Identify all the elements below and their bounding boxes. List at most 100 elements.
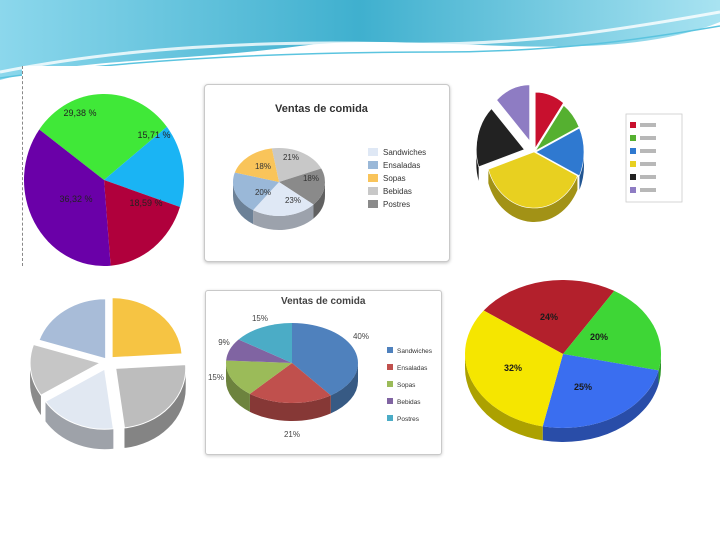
chart5-label: 40% xyxy=(353,332,369,341)
chart3-slices xyxy=(476,84,585,223)
chart1-pie: 29,38 % 15,71 % 18,59 % 36,32 % xyxy=(24,94,184,266)
chart5-legend-label: Sandwiches xyxy=(397,348,433,355)
chart5-slice xyxy=(238,323,292,363)
chart2-title: Ventas de comida xyxy=(275,103,369,115)
chart6-slices xyxy=(464,280,661,442)
chart3-legend-text xyxy=(640,123,656,127)
chart2-legend: Sandwiches Ensaladas Sopas Bebidas Postres xyxy=(368,148,426,209)
chart3-legend-swatch xyxy=(630,148,636,154)
chart2-slice-side xyxy=(313,182,325,219)
chart2-label: 18% xyxy=(303,174,319,183)
chart3-legend-swatch xyxy=(630,161,636,167)
chart5-legend-label: Ensaladas xyxy=(397,365,428,372)
chart5-title: Ventas de comida xyxy=(281,296,366,307)
chart5-slice xyxy=(225,360,292,394)
chart3-slice-side xyxy=(579,152,584,190)
chart2-panel: Ventas de comida 21% 18% 23% 20% 18% Sandwich… xyxy=(204,84,450,262)
chart4-slice-side xyxy=(30,363,41,416)
chart5-legend-swatch xyxy=(387,381,393,387)
chart5-slice-side xyxy=(330,363,358,414)
chart5-legend-label: Postres xyxy=(397,416,420,423)
chart4-panel xyxy=(24,280,200,460)
chart4-slice xyxy=(29,343,102,396)
chart6-label: 20% xyxy=(590,332,608,342)
chart6-slice xyxy=(563,290,661,371)
chart4-slices xyxy=(29,297,187,450)
chart3-panel xyxy=(462,56,692,246)
chart3-legend-text xyxy=(640,188,656,192)
chart6-slice xyxy=(464,310,563,427)
chart3-legend-swatch xyxy=(630,174,636,180)
chart5-label: 15% xyxy=(208,373,224,382)
chart5-label: 15% xyxy=(252,314,268,323)
chart2-slice-side xyxy=(253,204,314,230)
chart2-slice xyxy=(233,172,279,211)
chart4-slice xyxy=(115,364,187,429)
chart1-label: 18,59 % xyxy=(129,198,162,208)
chart1-label: 29,38 % xyxy=(63,108,96,118)
chart3-slice-side xyxy=(476,149,479,181)
chart6-panel: 24% 20% 25% 32% xyxy=(455,280,677,460)
chart5-legend-label: Bebidas xyxy=(397,399,421,406)
chart3-slice xyxy=(534,104,580,152)
chart4-slice xyxy=(111,297,183,359)
chart5-slice xyxy=(292,323,358,396)
chart2-legend-swatch xyxy=(368,161,378,169)
chart6-pie: 24% 20% 25% 32% xyxy=(464,280,661,442)
chart3-legend-text xyxy=(640,149,656,153)
header-wave-decoration xyxy=(0,0,720,80)
chart4-slice-side xyxy=(124,368,186,448)
chart3-legend-text xyxy=(640,175,656,179)
chart3-legend-swatch xyxy=(630,187,636,193)
chart4-slice xyxy=(44,368,114,430)
chart6-slice xyxy=(483,280,615,354)
chart6-slice xyxy=(542,354,659,429)
chart6-label: 25% xyxy=(574,382,592,392)
chart6-slice-side xyxy=(542,370,659,442)
chart2-label: 20% xyxy=(255,188,271,197)
chart2-legend-swatch xyxy=(368,187,378,195)
chart5-label: 9% xyxy=(218,338,230,347)
chart1-slice xyxy=(104,180,180,266)
chart3-legend-swatch xyxy=(630,135,636,141)
chart2-legend-label: Bebidas xyxy=(383,187,412,196)
chart2-legend-swatch xyxy=(368,174,378,182)
chart5-slices xyxy=(225,323,358,421)
chart2-legend-label: Ensaladas xyxy=(383,161,420,170)
chart5-slice-side xyxy=(249,393,331,421)
chart2-label: 23% xyxy=(285,196,301,205)
chart1-slice xyxy=(39,94,167,180)
chart2-slice xyxy=(271,148,322,182)
chart2-slice xyxy=(279,168,326,205)
chart1-label: 15,71 % xyxy=(137,130,170,140)
chart5-slice xyxy=(226,339,292,363)
chart5-legend-swatch xyxy=(387,364,393,370)
chart2-slices xyxy=(233,148,326,230)
chart5-slice xyxy=(249,363,331,403)
chart1-panel: 29,38 % 15,71 % 18,59 % 36,32 % xyxy=(22,66,186,266)
chart3-legend-swatch xyxy=(630,122,636,128)
chart3-legend-text xyxy=(640,162,656,166)
chart2-slice-side xyxy=(233,182,254,225)
chart3-slice xyxy=(496,84,530,142)
chart5-label: 21% xyxy=(284,430,300,439)
chart2-label: 18% xyxy=(255,162,271,171)
chart2-legend-swatch xyxy=(368,200,378,208)
chart2-label: 21% xyxy=(283,153,299,162)
chart4-slice xyxy=(38,298,107,360)
chart3-legend xyxy=(625,113,683,203)
chart3-slice xyxy=(534,91,564,150)
chart3-slice xyxy=(535,127,585,177)
chart6-slice-side xyxy=(658,354,661,385)
chart4-pie xyxy=(29,297,187,450)
chart2-slice xyxy=(253,182,314,217)
chart5-panel: Ventas de comida 40% 21% 15% 9% 15% Sandwiche… xyxy=(205,290,442,455)
chart5-legend-swatch xyxy=(387,347,393,353)
chart2-slice xyxy=(234,148,279,182)
chart5-legend-label: Sopas xyxy=(397,382,416,389)
chart1-slice xyxy=(104,126,184,208)
chart3-slice xyxy=(476,108,525,168)
chart2-pie: Ventas de comida 21% 18% 23% 20% 18% Sandwich… xyxy=(233,103,426,230)
chart2-legend-swatch xyxy=(368,148,378,156)
chart2-legend-label: Sandwiches xyxy=(383,148,426,157)
